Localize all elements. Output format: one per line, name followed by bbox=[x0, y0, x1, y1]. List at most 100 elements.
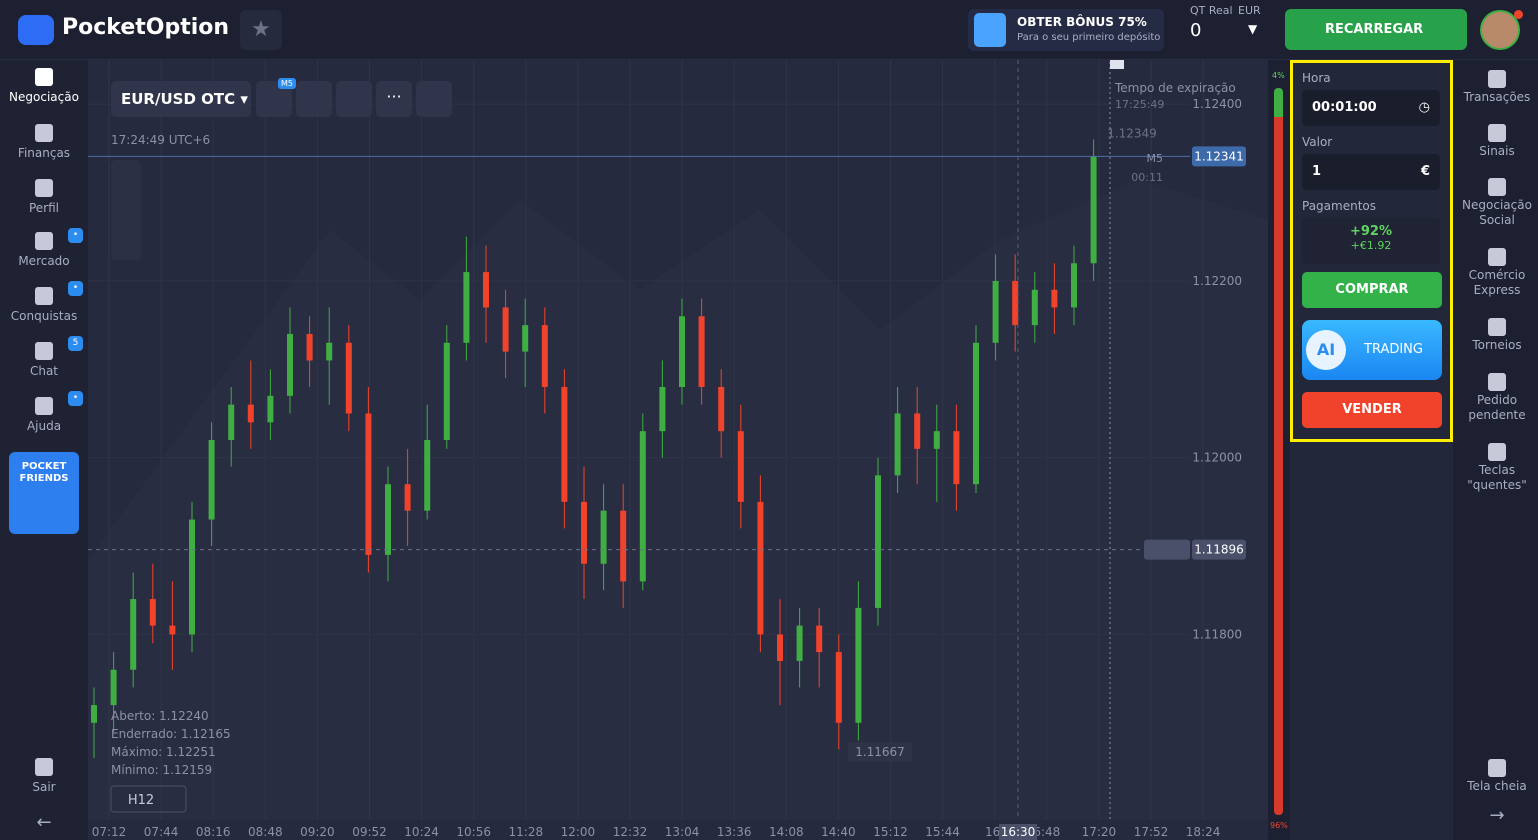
candle-body bbox=[1051, 289, 1058, 308]
menu-label: Tela cheia bbox=[1467, 779, 1527, 793]
expiry-time: 17:25:49 bbox=[1115, 98, 1164, 111]
quick-tools[interactable] bbox=[111, 160, 141, 260]
time-value: 00:01:00 bbox=[1312, 100, 1377, 115]
candle-timer: 00:11 bbox=[1131, 171, 1163, 184]
candle-body bbox=[483, 272, 489, 308]
expiry-label: Tempo de expiração bbox=[1114, 81, 1236, 95]
collapse-arrow[interactable]: ← bbox=[36, 812, 52, 833]
asset-selector[interactable]: EUR/USD OTC ▾ bbox=[111, 81, 251, 117]
expand-arrow[interactable]: → bbox=[1489, 805, 1505, 826]
menu-label: Sinais bbox=[1479, 144, 1515, 158]
amount-value: 1 bbox=[1312, 164, 1322, 179]
menu-item[interactable]: Torneios bbox=[1456, 318, 1538, 353]
avatar[interactable] bbox=[1480, 10, 1520, 50]
candle-body bbox=[973, 342, 979, 485]
low-marker: 1.11667 bbox=[855, 745, 905, 759]
buy-button[interactable]: COMPRAR bbox=[1302, 272, 1442, 308]
candle-body bbox=[208, 440, 215, 520]
timer-timeframe: M5 bbox=[1147, 152, 1164, 165]
candle-body bbox=[737, 431, 744, 502]
background-mountains bbox=[88, 180, 1268, 820]
promo-text: FRIENDS bbox=[19, 473, 69, 484]
nav-help[interactable]: Ajuda bbox=[0, 397, 88, 433]
menu-item[interactable]: Teclas "quentes" bbox=[1456, 443, 1538, 493]
x-tick-label: 10:24 bbox=[404, 825, 439, 839]
candle-body bbox=[777, 634, 783, 661]
nav-label: Conquistas bbox=[10, 309, 78, 323]
candle-body bbox=[1012, 280, 1019, 326]
x-tick-label: 17:52 bbox=[1134, 825, 1169, 839]
candle-body bbox=[992, 280, 999, 343]
menu-item[interactable]: Pedido pendente bbox=[1456, 373, 1538, 423]
menu-item[interactable]: Sinais bbox=[1456, 124, 1538, 159]
candle-body bbox=[365, 413, 372, 555]
x-tick-label: 13:36 bbox=[717, 825, 752, 839]
nav-logout[interactable]: Sair bbox=[0, 758, 88, 794]
ohlc-info: Mínimo: 1.12159 bbox=[111, 763, 212, 777]
menu-item[interactable]: Negociação Social bbox=[1456, 178, 1538, 228]
menu-item[interactable]: Tela cheia bbox=[1456, 759, 1538, 794]
expiry-flag bbox=[1110, 60, 1124, 69]
current-price-label: 1.12341 bbox=[1194, 149, 1244, 163]
payout-amount: +€1.92 bbox=[1350, 239, 1392, 252]
candle-body bbox=[404, 484, 411, 511]
nav-profile[interactable]: Perfil bbox=[0, 179, 88, 215]
nav-label: Finanças bbox=[17, 146, 71, 160]
candle-body bbox=[443, 342, 450, 440]
deposit-button[interactable]: RECARREGAR CONTA bbox=[1285, 9, 1467, 78]
level-box bbox=[1192, 539, 1246, 560]
nav-achievements[interactable]: Conquistas bbox=[0, 287, 88, 323]
nav-trading[interactable]: Negociação bbox=[0, 68, 88, 104]
more-button[interactable]: ··· bbox=[376, 81, 412, 117]
high-marker: 1.12349 bbox=[1107, 126, 1157, 140]
level-tools bbox=[1144, 539, 1190, 560]
time-input[interactable]: 00:01:00 ◷ bbox=[1302, 90, 1440, 126]
ai-badge: AI bbox=[1306, 330, 1346, 370]
menu-label: Comércio Express bbox=[1468, 268, 1526, 297]
notification-dot bbox=[1514, 10, 1523, 19]
candle-body bbox=[326, 342, 333, 361]
logo-icon bbox=[18, 15, 54, 45]
period-selector[interactable] bbox=[110, 785, 187, 813]
candle-body bbox=[581, 501, 587, 564]
menu-label: Teclas "quentes" bbox=[1467, 463, 1527, 492]
candle-body bbox=[816, 625, 823, 653]
indicators-button[interactable] bbox=[296, 81, 332, 117]
x-tick-label: 08:16 bbox=[196, 825, 231, 839]
bonus-subtitle: Para o seu primeiro depósito bbox=[1017, 32, 1161, 43]
notification-badge: • bbox=[68, 391, 83, 406]
crosshair-time-box bbox=[999, 824, 1037, 840]
candle-body bbox=[1031, 289, 1038, 326]
candle-body bbox=[228, 404, 235, 440]
logo[interactable]: PocketOption bbox=[62, 15, 230, 40]
candle-body bbox=[1071, 263, 1077, 308]
x-tick-label: 10:56 bbox=[456, 825, 491, 839]
pocket-friends-promo[interactable]: POCKET FRIENDS bbox=[9, 452, 79, 534]
sell-button[interactable]: VENDER bbox=[1302, 392, 1442, 428]
candle-body bbox=[953, 431, 960, 485]
highlight-box bbox=[1290, 60, 1453, 442]
x-tick-label: 6:48 bbox=[1033, 825, 1060, 839]
layout-button[interactable] bbox=[416, 81, 452, 117]
candle-body bbox=[267, 395, 274, 423]
payout-box: +92% +€1.92 bbox=[1302, 218, 1440, 264]
nav-market[interactable]: Mercado bbox=[0, 232, 88, 268]
balance-dropdown[interactable]: ▼ bbox=[1248, 22, 1258, 36]
nav-chat[interactable]: Chat bbox=[0, 342, 88, 378]
candle-body bbox=[169, 625, 176, 635]
ai-trading-button[interactable]: AI TRADING bbox=[1302, 320, 1442, 380]
period-label: H12 bbox=[128, 793, 154, 808]
drawing-button[interactable] bbox=[336, 81, 372, 117]
favorites-button[interactable]: ★ bbox=[240, 10, 282, 50]
nav-finance[interactable]: Finanças bbox=[0, 124, 88, 160]
amount-input[interactable]: 1 € bbox=[1302, 154, 1440, 190]
payout-label: Pagamentos bbox=[1302, 199, 1376, 213]
menu-item[interactable]: Transações bbox=[1456, 70, 1538, 105]
notification-badge: • bbox=[68, 228, 83, 243]
candle-body bbox=[345, 342, 352, 414]
menu-item[interactable]: Comércio Express bbox=[1456, 248, 1538, 298]
nav-label: Negociação bbox=[9, 90, 79, 104]
candle-body bbox=[287, 333, 293, 396]
balance[interactable]: 0 bbox=[1190, 20, 1202, 41]
payout-percent: +92% bbox=[1349, 224, 1392, 239]
